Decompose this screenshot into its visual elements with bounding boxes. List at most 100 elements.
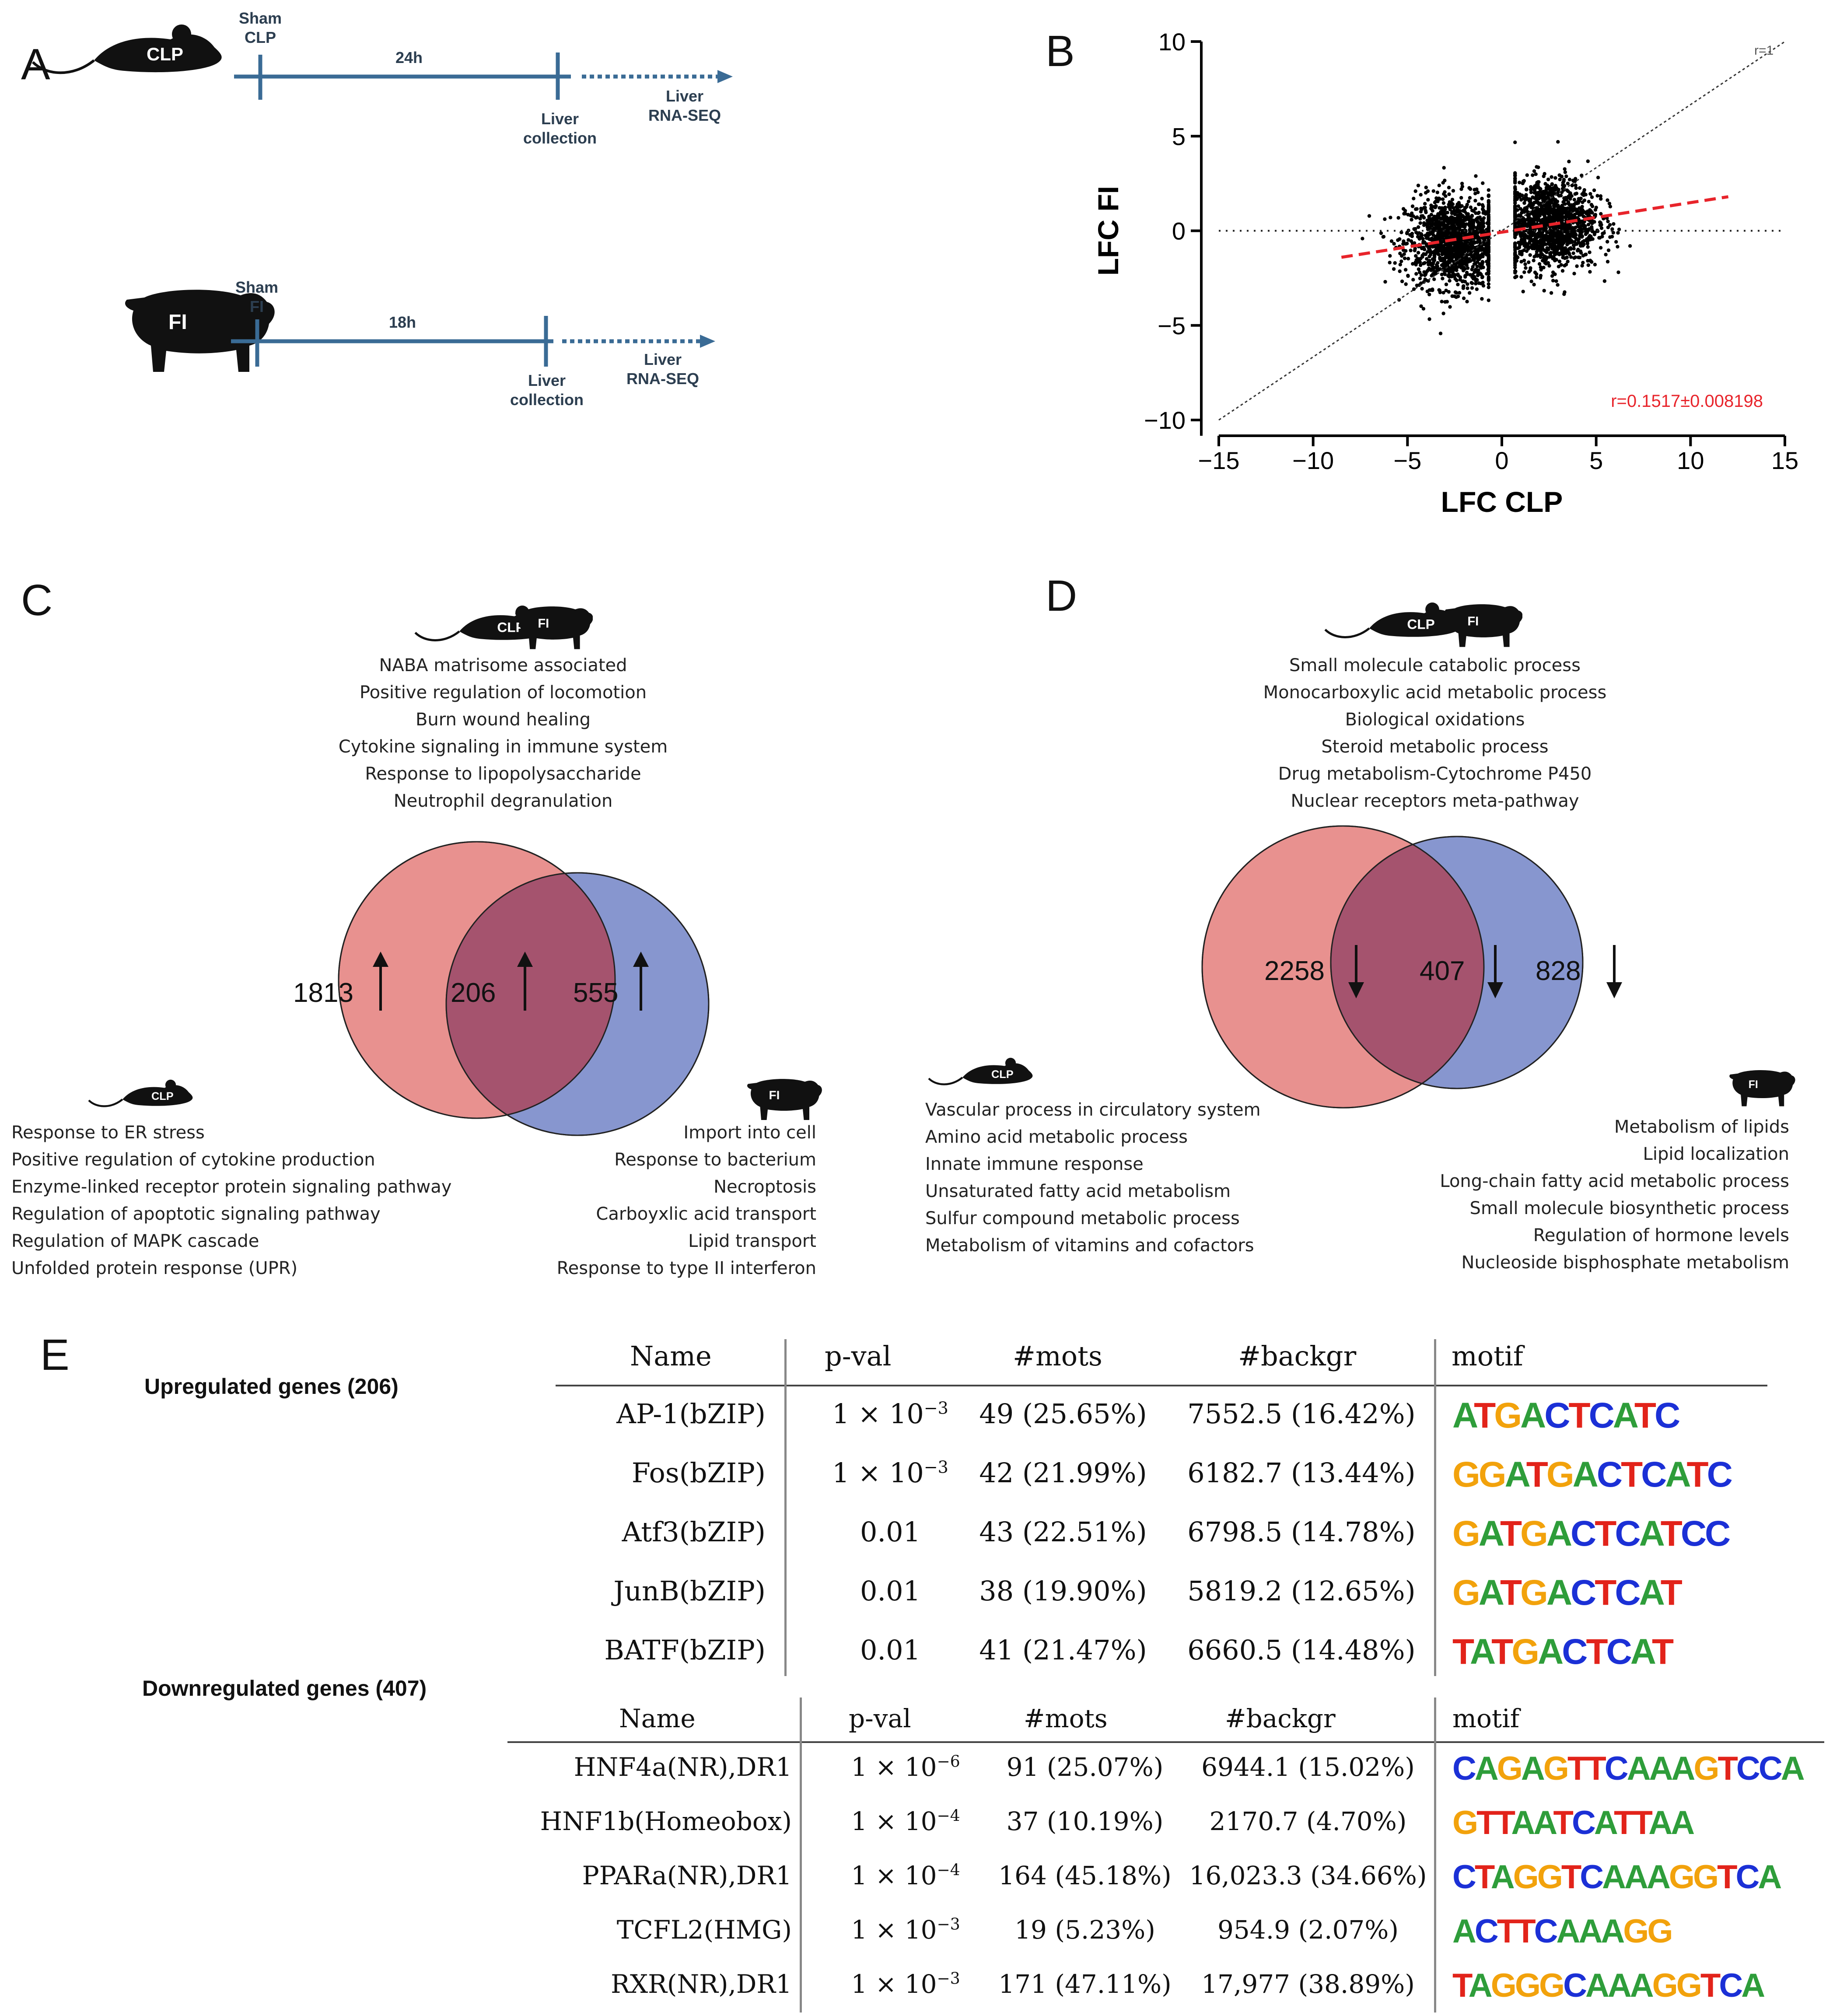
header-backgr: #backgr: [1225, 1704, 1336, 1733]
scatter-point: [1536, 192, 1541, 196]
scatter-point: [1419, 304, 1423, 308]
scatter-point: [1420, 255, 1424, 259]
scatter-point: [1436, 252, 1440, 256]
scatter-point: [1463, 217, 1468, 221]
scatter-point: [1513, 206, 1517, 210]
scatter-point: [1453, 273, 1457, 277]
scatter-point: [1475, 287, 1479, 291]
scatter-point: [1513, 201, 1517, 205]
scatter-point: [1437, 248, 1441, 252]
scatter-point: [1551, 270, 1555, 274]
scatter-point: [1527, 270, 1531, 274]
scatter-point: [1546, 218, 1550, 223]
scatter-point: [1561, 253, 1565, 257]
p-value: 1 × 10−3: [785, 1398, 995, 1430]
scatter-point: [1565, 238, 1569, 243]
scatter-point: [1587, 200, 1591, 204]
p-value: 1 × 10−3: [801, 1915, 1011, 1945]
scatter-point: [1532, 191, 1536, 195]
scatter-point: [1534, 200, 1539, 204]
motif-name: BATF(bZIP): [604, 1634, 766, 1666]
scatter-point: [1542, 289, 1546, 293]
go-term: Import into cell: [683, 1123, 816, 1143]
scatter-point: [1444, 282, 1448, 287]
scatter-point: [1480, 260, 1484, 264]
scatter-point: [1599, 223, 1603, 227]
scatter-point: [1487, 193, 1490, 197]
scatter-point: [1468, 196, 1472, 200]
scatter-point: [1431, 189, 1435, 193]
scatter-point: [1563, 202, 1567, 206]
scatter-point: [1560, 221, 1564, 226]
scatter-point: [1519, 198, 1523, 202]
scatter-point: [1562, 184, 1567, 188]
scatter-point: [1573, 192, 1577, 196]
scatter-point: [1431, 287, 1434, 291]
scatter-point: [1519, 275, 1523, 279]
p-value-base: 1 × 10: [832, 1398, 924, 1430]
go-term: Metabolism of lipids: [1614, 1117, 1789, 1137]
scatter-point: [1546, 241, 1551, 245]
scatter-point: [1420, 246, 1424, 250]
scatter-point: [1599, 226, 1604, 230]
identity-line: [1218, 41, 1785, 421]
scatter-point: [1470, 208, 1474, 213]
scatter-point: [1400, 279, 1404, 284]
scatter-point: [1518, 217, 1523, 221]
scatter-point: [1424, 242, 1428, 246]
scatter-point: [1612, 222, 1616, 226]
liver-label: Liver: [528, 371, 566, 389]
scatter-point: [1418, 217, 1422, 221]
go-term: Lipid localization: [1643, 1144, 1789, 1164]
scatter-point: [1513, 171, 1517, 175]
scatter-points: [1361, 140, 1632, 336]
scatter-point: [1552, 204, 1556, 208]
scatter-point: [1486, 268, 1490, 272]
motif-sequence: ACTTCAAAGG: [1452, 1913, 1673, 1950]
mouse-icon-label: CLP: [991, 1068, 1014, 1081]
go-term: Neutrophil degranulation: [393, 791, 613, 811]
header-name: Name: [630, 1340, 712, 1372]
panel-letter-d: D: [1046, 571, 1077, 620]
scatter-point: [1561, 206, 1565, 210]
scatter-point: [1458, 238, 1462, 242]
go-term: Enzyme-linked receptor protein signaling…: [11, 1177, 452, 1197]
scatter-point: [1452, 224, 1456, 228]
scatter-point: [1410, 204, 1415, 208]
mouse-icon-label: CLP: [151, 1090, 174, 1102]
scatter-point: [1473, 192, 1477, 196]
go-term: Burn wound healing: [415, 710, 591, 730]
scatter-point: [1520, 193, 1524, 197]
scatter-point: [1444, 269, 1448, 273]
scatter-point: [1405, 242, 1409, 245]
sham-clp-label: Sham CLP: [219, 9, 302, 47]
scatter-point: [1572, 256, 1576, 260]
sham-label: Sham: [235, 278, 279, 296]
scatter-point: [1540, 252, 1544, 256]
scatter-point: [1580, 264, 1584, 268]
arrow-right-icon: [717, 70, 733, 83]
scatter-point: [1523, 241, 1527, 245]
scatter-point: [1480, 203, 1484, 207]
x-tick-label: 15: [1771, 447, 1798, 474]
scatter-point: [1487, 282, 1490, 286]
scatter-point: [1383, 280, 1387, 284]
scatter-point: [1478, 271, 1482, 275]
scatter-point: [1532, 188, 1536, 192]
scatter-point: [1447, 290, 1451, 294]
scatter-point: [1513, 245, 1517, 249]
scatter-point: [1487, 188, 1490, 192]
scatter-point: [1447, 186, 1451, 189]
scatter-point: [1415, 284, 1419, 287]
motif-name: TCFL2(HMG): [616, 1915, 792, 1945]
scatter-point: [1569, 208, 1573, 212]
header-motif: motif: [1452, 1340, 1523, 1372]
scatter-point: [1392, 267, 1396, 271]
downregulated-motif-table: Name p-val #mots #backgr motif HNF4a(NR)…: [507, 1698, 1824, 2012]
scatter-point: [1546, 261, 1550, 265]
scatter-point: [1616, 270, 1620, 274]
venn-count-both: 206: [451, 978, 496, 1008]
scatter-point: [1429, 238, 1433, 242]
scatter-point: [1532, 259, 1536, 262]
scatter-point: [1454, 264, 1458, 268]
